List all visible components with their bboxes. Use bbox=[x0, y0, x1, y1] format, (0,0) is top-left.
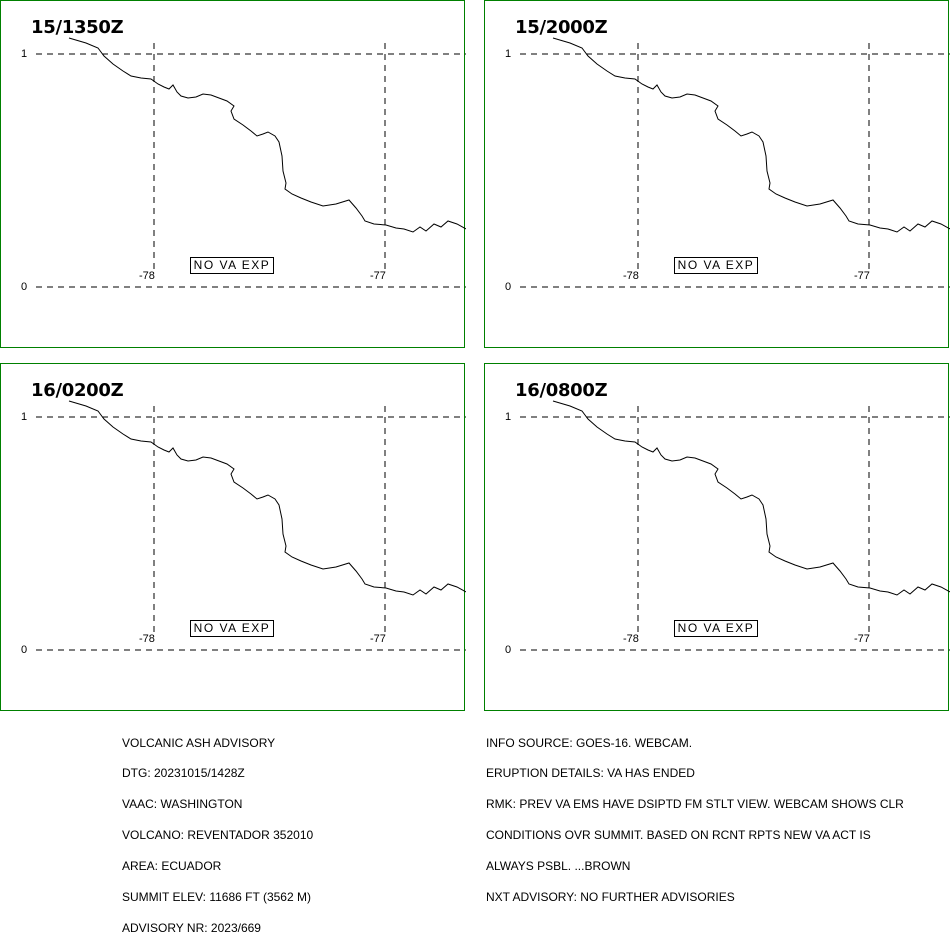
map-graphic bbox=[520, 37, 950, 288]
lon-label-78: -78 bbox=[623, 633, 639, 645]
va-status-label: NO VA EXP bbox=[190, 620, 274, 637]
panel-timestamp: 16/0800Z bbox=[515, 380, 608, 401]
advisory-vaac: VAAC: WASHINGTON bbox=[122, 797, 243, 812]
advisory-title: VOLCANIC ASH ADVISORY bbox=[122, 735, 276, 750]
advisory-dtg: DTG: 20231015/1428Z bbox=[122, 766, 245, 781]
advisory-eruption-details: ERUPTION DETAILS: VA HAS ENDED bbox=[486, 766, 695, 781]
panel-timestamp: 15/1350Z bbox=[31, 17, 124, 38]
map-panel-3: 16/0200Z 1 0 -78 -77 NO VA EXP bbox=[0, 363, 466, 711]
lat-label-0: 0 bbox=[505, 281, 512, 293]
va-status-label: NO VA EXP bbox=[674, 257, 758, 274]
lon-label-78: -78 bbox=[139, 270, 155, 282]
advisory-summit-elev: SUMMIT ELEV: 11686 FT (3562 M) bbox=[122, 890, 311, 905]
map-panel-2: 15/2000Z 1 0 -78 -77 NO VA EXP bbox=[484, 0, 950, 348]
panel-timestamp: 16/0200Z bbox=[31, 380, 124, 401]
advisory-remarks-1: RMK: PREV VA EMS HAVE DSIPTD FM STLT VIE… bbox=[486, 797, 904, 812]
advisory-details-block: INFO SOURCE: GOES-16. WEBCAM. ERUPTION D… bbox=[486, 717, 904, 913]
lon-label-77: -77 bbox=[370, 633, 386, 645]
va-status-label: NO VA EXP bbox=[674, 620, 758, 637]
lat-label-0: 0 bbox=[505, 644, 512, 656]
map-graphic bbox=[520, 400, 950, 651]
lat-label-1: 1 bbox=[505, 411, 512, 423]
coastline bbox=[552, 37, 950, 233]
lon-label-78: -78 bbox=[623, 270, 639, 282]
advisory-remarks-2: CONDITIONS OVR SUMMIT. BASED ON RCNT RPT… bbox=[486, 828, 871, 843]
lat-label-1: 1 bbox=[21, 411, 28, 423]
coastline bbox=[68, 400, 466, 596]
panel-timestamp: 15/2000Z bbox=[515, 17, 608, 38]
lon-label-77: -77 bbox=[370, 270, 386, 282]
coastline bbox=[552, 400, 950, 596]
va-status-label: NO VA EXP bbox=[190, 257, 274, 274]
advisory-number: ADVISORY NR: 2023/669 bbox=[122, 920, 261, 935]
advisory-remarks-3: ALWAYS PSBL. ...BROWN bbox=[486, 859, 631, 874]
map-panel-4: 16/0800Z 1 0 -78 -77 NO VA EXP bbox=[484, 363, 950, 711]
advisory-volcano: VOLCANO: REVENTADOR 352010 bbox=[122, 828, 314, 843]
lon-label-78: -78 bbox=[139, 633, 155, 645]
lat-label-0: 0 bbox=[21, 281, 28, 293]
map-panel-1: 15/1350Z 1 0 -78 -77 NO VA EXP bbox=[0, 0, 466, 348]
advisory-next: NXT ADVISORY: NO FURTHER ADVISORIES bbox=[486, 890, 735, 905]
advisory-header-block: VOLCANIC ASH ADVISORY DTG: 20231015/1428… bbox=[122, 717, 313, 944]
map-graphic bbox=[36, 37, 466, 288]
coastline bbox=[68, 37, 466, 233]
lat-label-0: 0 bbox=[21, 644, 28, 656]
lon-label-77: -77 bbox=[854, 270, 870, 282]
lon-label-77: -77 bbox=[854, 633, 870, 645]
advisory-info-source: INFO SOURCE: GOES-16. WEBCAM. bbox=[486, 735, 693, 750]
map-graphic bbox=[36, 400, 466, 651]
lat-label-1: 1 bbox=[21, 48, 28, 60]
lat-label-1: 1 bbox=[505, 48, 512, 60]
advisory-area: AREA: ECUADOR bbox=[122, 859, 222, 874]
